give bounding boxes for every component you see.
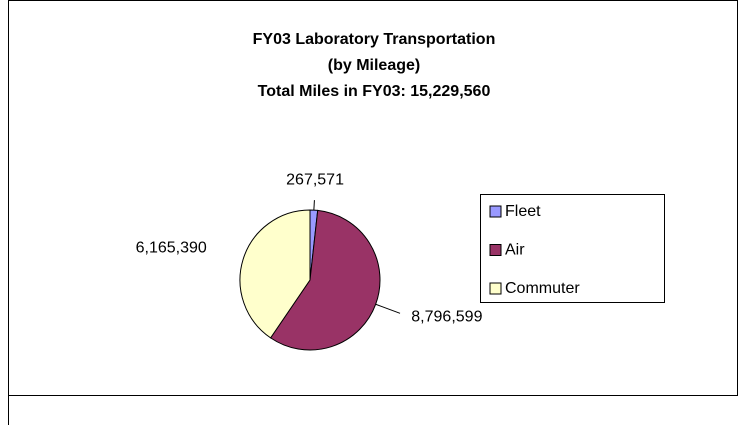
chart-subtitle: (by Mileage): [328, 57, 420, 74]
legend-swatch: [489, 244, 502, 256]
chart-title: FY03 Laboratory Transportation: [253, 31, 496, 48]
leader-line: [375, 303, 401, 314]
legend-label: Air: [505, 242, 525, 259]
legend-label: Commuter: [505, 280, 580, 297]
data-label: 6,165,390: [136, 239, 207, 256]
chart-annotation: Total Miles in FY03: 15,229,560: [258, 83, 491, 100]
data-label: 8,796,599: [411, 309, 482, 326]
legend-swatch: [489, 205, 502, 218]
data-label: 267,571: [286, 171, 344, 188]
legend: [480, 194, 665, 303]
legend-swatch: [489, 282, 502, 295]
leader-line: [313, 200, 315, 211]
pie-slice: [239, 209, 311, 339]
legend-label: Fleet: [505, 203, 541, 220]
pie-slice: [269, 209, 381, 351]
